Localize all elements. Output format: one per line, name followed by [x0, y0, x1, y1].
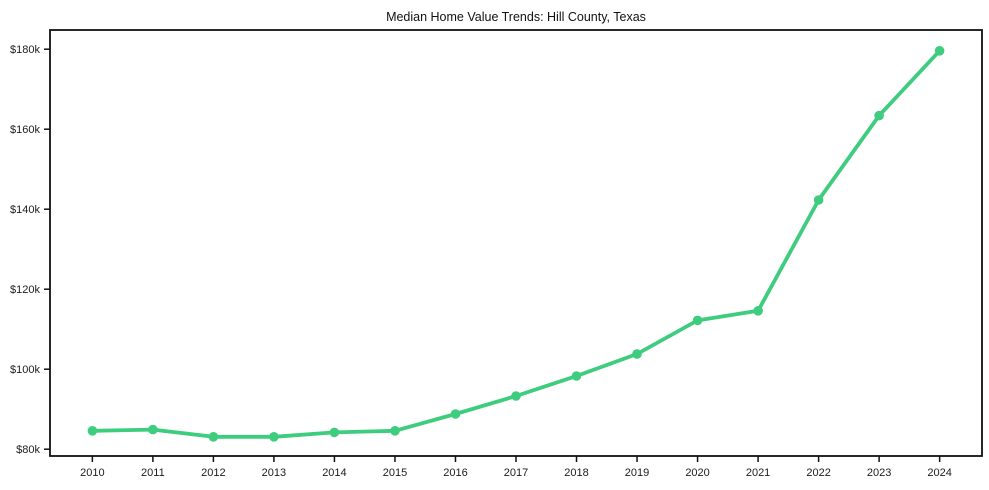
data-point-2013	[269, 432, 279, 442]
y-tick-label: $180k	[10, 44, 40, 56]
x-tick-label: 2022	[806, 467, 830, 479]
data-point-2022	[813, 195, 824, 205]
y-tick-label: $140k	[10, 204, 40, 216]
x-tick-label: 2010	[80, 467, 104, 479]
data-point-2019	[632, 349, 642, 359]
x-tick-label: 2018	[564, 467, 588, 479]
data-point-2024	[934, 46, 945, 56]
x-tick-label: 2023	[867, 467, 891, 479]
data-point-2014	[329, 427, 340, 438]
x-tick-label: 2019	[625, 467, 649, 479]
data-point-2015	[390, 426, 400, 436]
x-tick-label: 2020	[685, 467, 709, 479]
data-point-2011	[148, 424, 158, 435]
data-point-2016	[450, 409, 461, 419]
x-tick-label: 2011	[141, 467, 165, 479]
x-tick-label: 2014	[322, 467, 346, 479]
x-tick-label: 2017	[504, 467, 528, 479]
x-tick-label: 2013	[262, 467, 286, 479]
y-tick-label: $100k	[10, 364, 40, 376]
data-point-2023	[874, 110, 884, 121]
y-tick-label: $120k	[10, 284, 40, 296]
data-point-2021	[753, 306, 763, 316]
x-tick-label: 2016	[443, 467, 467, 479]
y-tick-label: $80k	[16, 444, 40, 456]
x-tick-label: 2021	[746, 467, 770, 479]
data-point-2012	[208, 432, 219, 442]
x-tick-label: 2012	[201, 467, 225, 479]
x-tick-label: 2024	[927, 467, 951, 479]
data-point-2010	[87, 426, 98, 436]
data-point-2017	[511, 391, 521, 401]
data-point-2018	[571, 371, 582, 381]
plot-area: $80k $100k $120k $140k $160k $180k 2010 2011 201…	[10, 29, 983, 479]
x-tick-label: 2015	[383, 467, 407, 479]
y-tick-label: $160k	[10, 124, 40, 136]
plot-frame	[49, 29, 983, 457]
chart-title: Median Home Value Trends: Hill County, T…	[386, 10, 646, 24]
data-point-2020	[692, 315, 703, 326]
